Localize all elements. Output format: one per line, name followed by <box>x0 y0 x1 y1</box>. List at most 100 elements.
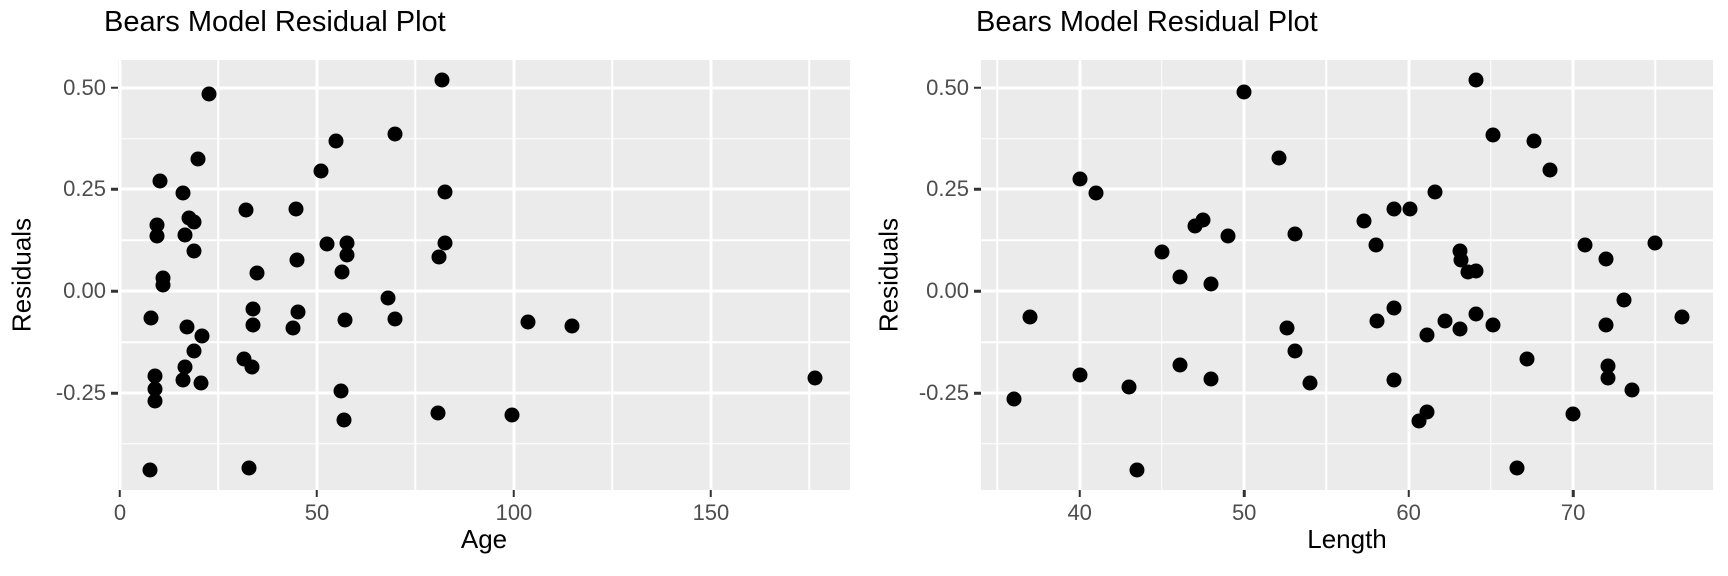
y-tick-mark <box>111 391 118 395</box>
data-point <box>1577 237 1593 253</box>
data-point <box>1279 320 1295 336</box>
data-point <box>238 202 254 218</box>
data-point <box>179 319 195 335</box>
data-point <box>149 228 165 244</box>
x-tick-mark <box>1571 490 1575 497</box>
data-point <box>201 86 217 102</box>
major-gridline <box>981 86 1713 90</box>
minor-gridline <box>996 60 999 490</box>
data-point <box>1172 269 1188 285</box>
data-point <box>1386 300 1402 316</box>
major-gridline <box>118 60 122 490</box>
minor-gridline <box>611 60 614 490</box>
data-point <box>328 133 344 149</box>
y-tick-mark <box>111 188 118 191</box>
y-tick-label: 0.25 <box>63 176 106 202</box>
data-point <box>1519 351 1535 367</box>
page-title: Bears Model Residual Plot <box>104 6 446 38</box>
x-tick-label: 40 <box>1067 500 1092 525</box>
major-gridline <box>315 60 319 490</box>
data-point <box>186 343 202 359</box>
data-point <box>1154 244 1170 260</box>
y-tick-label: 0.00 <box>63 278 106 304</box>
data-point <box>387 311 403 327</box>
data-point <box>241 460 257 476</box>
data-point <box>244 359 260 375</box>
data-point <box>1302 375 1318 391</box>
data-point <box>147 368 163 384</box>
x-tick-label: 70 <box>1560 500 1586 525</box>
data-point <box>437 184 453 200</box>
data-point <box>177 227 193 243</box>
data-point <box>1452 321 1468 337</box>
major-gridline <box>1242 60 1246 490</box>
data-point <box>186 214 202 230</box>
minor-gridline <box>414 60 417 490</box>
minor-gridline <box>981 443 1713 445</box>
major-gridline <box>1407 60 1411 490</box>
y-tick-mark <box>111 290 118 293</box>
major-gridline <box>709 60 713 490</box>
data-point <box>249 265 265 281</box>
y-tick-label: 0.25 <box>926 176 969 202</box>
minor-gridline <box>981 239 1713 242</box>
minor-gridline <box>1654 60 1657 490</box>
minor-gridline <box>118 341 850 343</box>
y-tick-mark <box>974 290 981 293</box>
data-point <box>1072 367 1088 383</box>
data-point <box>194 328 210 344</box>
data-point <box>1411 413 1427 429</box>
data-point <box>430 405 446 421</box>
y-tick-mark <box>974 86 981 89</box>
data-point <box>1006 391 1022 407</box>
major-gridline <box>981 187 1713 191</box>
data-point <box>1542 162 1558 178</box>
minor-gridline <box>118 443 850 445</box>
data-point <box>1437 313 1453 329</box>
x-tick-mark <box>1242 490 1246 497</box>
x-axis-title: Age <box>460 524 508 554</box>
data-point <box>1287 343 1303 359</box>
data-point <box>147 393 163 409</box>
right-plot-panel: 40 50 60 70 0.50 0.25 0.00 -0.25 <box>919 60 1713 525</box>
y-tick-label: -0.25 <box>918 380 969 406</box>
major-gridline <box>512 60 516 490</box>
data-point <box>152 173 168 189</box>
data-point <box>1485 127 1501 143</box>
data-point <box>1598 251 1614 267</box>
y-tick-label: -0.25 <box>55 380 106 406</box>
data-point <box>504 407 520 423</box>
minor-gridline <box>981 341 1713 343</box>
data-point <box>289 252 305 268</box>
data-point <box>245 301 261 317</box>
y-tick-label: 0.00 <box>926 278 969 304</box>
data-point <box>1402 201 1418 217</box>
major-gridline <box>118 391 850 395</box>
data-point <box>285 320 301 336</box>
data-point <box>1600 358 1616 374</box>
data-point <box>1485 317 1501 333</box>
data-point <box>337 312 353 328</box>
data-point <box>334 264 350 280</box>
data-point <box>1088 185 1104 201</box>
data-point <box>807 370 823 386</box>
data-point <box>193 375 209 390</box>
data-point <box>1468 306 1484 322</box>
data-point <box>380 290 396 306</box>
y-tick-mark <box>974 188 981 191</box>
data-point <box>1187 218 1203 234</box>
data-point <box>1419 327 1435 343</box>
data-point <box>1647 235 1663 251</box>
minor-gridline <box>217 60 220 490</box>
data-point <box>1203 276 1219 292</box>
data-point <box>387 126 403 142</box>
data-point <box>437 235 453 251</box>
data-point <box>288 201 304 217</box>
data-point <box>1600 370 1616 386</box>
x-tick-mark <box>315 490 319 497</box>
x-tick-label: 150 <box>692 500 730 525</box>
data-point <box>1287 226 1303 242</box>
data-point <box>190 151 206 167</box>
y-axis-title: Residuals <box>6 217 37 333</box>
